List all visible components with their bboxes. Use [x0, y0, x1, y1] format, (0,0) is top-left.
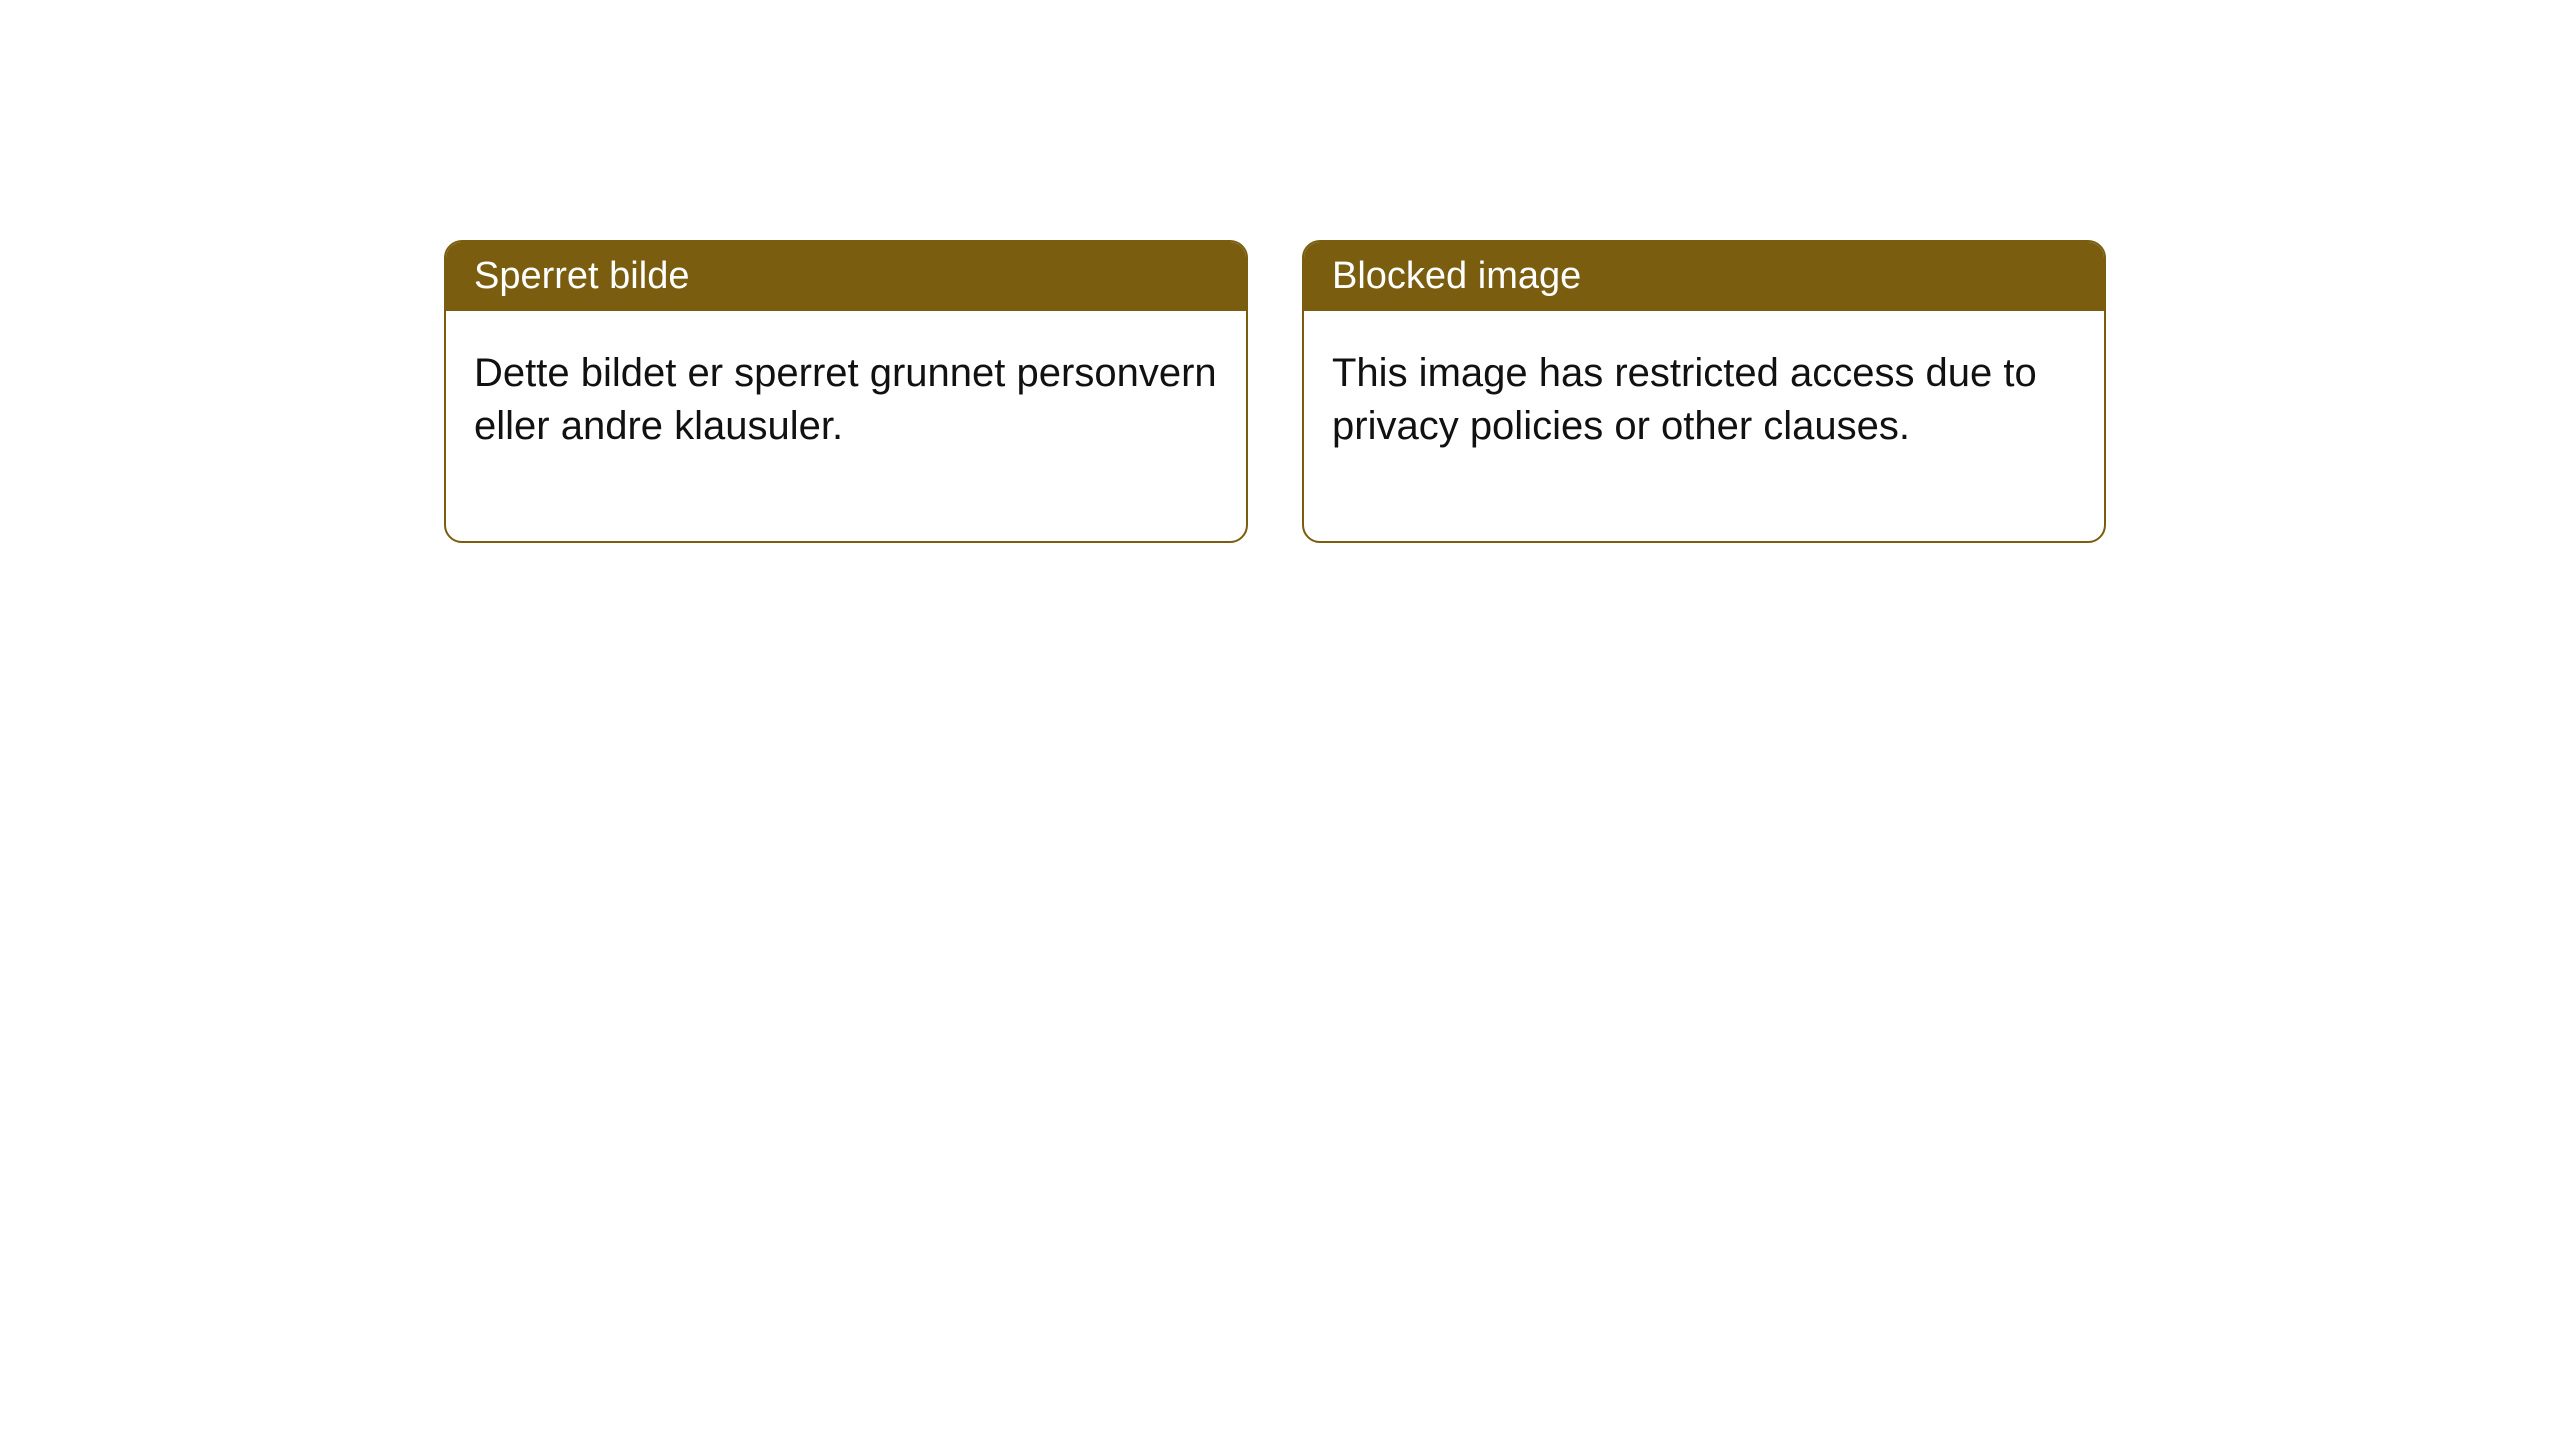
notice-header: Sperret bilde	[446, 242, 1246, 311]
notice-body: Dette bildet er sperret grunnet personve…	[446, 311, 1246, 541]
notice-body: This image has restricted access due to …	[1304, 311, 2104, 541]
notice-card-norwegian: Sperret bilde Dette bildet er sperret gr…	[444, 240, 1248, 543]
notice-card-english: Blocked image This image has restricted …	[1302, 240, 2106, 543]
notice-header: Blocked image	[1304, 242, 2104, 311]
notice-container: Sperret bilde Dette bildet er sperret gr…	[0, 0, 2560, 543]
